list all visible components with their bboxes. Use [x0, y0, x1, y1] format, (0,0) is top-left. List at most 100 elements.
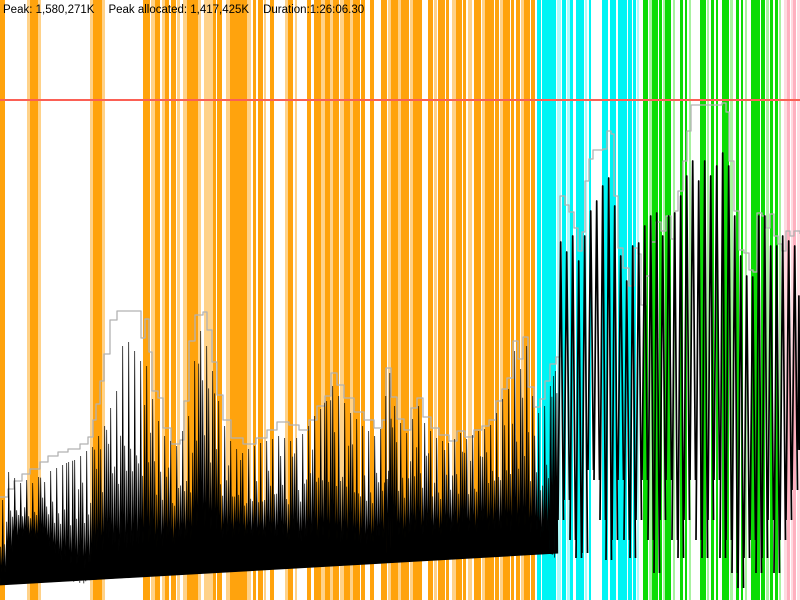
event-bar — [370, 0, 374, 600]
peak-total-label: Peak: 1,580,271K — [3, 4, 95, 16]
event-bar — [567, 0, 570, 600]
event-bar — [428, 0, 433, 600]
event-bar — [511, 0, 514, 600]
event-bar — [468, 0, 472, 600]
event-bar — [398, 0, 401, 600]
event-bar — [288, 0, 293, 600]
event-bar — [270, 0, 274, 600]
event-bar — [307, 0, 311, 600]
event-bar — [0, 0, 5, 600]
event-bar — [500, 0, 503, 600]
event-bar — [689, 0, 691, 600]
event-bar — [198, 0, 201, 600]
event-bar — [217, 0, 222, 600]
event-bar — [736, 0, 739, 600]
event-bar — [381, 0, 387, 600]
event-bar — [361, 0, 365, 600]
event-bar — [253, 0, 256, 600]
event-bar — [187, 0, 198, 600]
event-bar — [353, 0, 360, 600]
event-bar — [557, 0, 561, 600]
event-bar — [410, 0, 413, 600]
event-bar — [602, 0, 608, 600]
peak-allocated-label: Peak allocated: 1,417,425K — [108, 4, 250, 16]
event-bar — [628, 0, 632, 600]
event-bar — [452, 0, 456, 600]
event-bar — [521, 0, 524, 600]
allocated-envelope-line — [0, 102, 800, 498]
event-bar — [537, 0, 541, 600]
event-bar — [659, 0, 662, 600]
event-bar — [204, 0, 213, 600]
event-bar — [633, 0, 636, 600]
event-bar — [456, 0, 462, 600]
event-bar — [524, 0, 530, 600]
event-bar — [90, 0, 93, 600]
used-memory-strokes — [557, 152, 800, 589]
event-bar — [784, 0, 787, 600]
event-bar — [213, 0, 216, 600]
event-bar — [27, 0, 30, 600]
event-bar — [474, 0, 481, 600]
event-bar — [741, 0, 743, 600]
event-bar — [321, 0, 325, 600]
event-bar — [247, 0, 251, 600]
event-bar — [716, 0, 718, 600]
event-bar — [183, 0, 187, 600]
event-bar — [388, 0, 391, 600]
event-bar — [38, 0, 41, 600]
event-bar — [791, 0, 793, 600]
event-bar — [576, 0, 584, 600]
event-bar — [314, 0, 321, 600]
event-bar — [751, 0, 760, 600]
event-bar — [155, 0, 160, 600]
event-bar — [162, 0, 165, 600]
event-bar — [344, 0, 350, 600]
event-bar — [419, 0, 422, 600]
event-bar — [391, 0, 398, 600]
event-bar — [295, 0, 297, 600]
event-bar — [325, 0, 330, 600]
event-bar — [463, 0, 466, 600]
event-bar — [434, 0, 437, 600]
event-bar — [30, 0, 38, 600]
event-bar — [562, 0, 566, 600]
event-bar — [531, 0, 535, 600]
event-bar — [264, 0, 266, 600]
event-bar — [230, 0, 247, 600]
event-bar — [143, 0, 150, 600]
event-bar — [503, 0, 510, 600]
event-bar — [766, 0, 769, 600]
event-bar — [652, 0, 658, 600]
event-bar — [707, 0, 709, 600]
event-bar — [285, 0, 288, 600]
event-bar — [171, 0, 176, 600]
event-bar — [330, 0, 333, 600]
event-bar — [413, 0, 419, 600]
event-bar — [610, 0, 616, 600]
event-bar — [722, 0, 729, 600]
event-bar — [485, 0, 494, 600]
event-bar — [350, 0, 353, 600]
event-bar — [495, 0, 499, 600]
event-bar — [761, 0, 765, 600]
duration-label: Duration:1:26:06.30 — [263, 4, 365, 16]
event-bar — [730, 0, 733, 600]
used-memory-waveform — [0, 330, 559, 586]
event-bar — [93, 0, 102, 600]
event-bar — [151, 0, 155, 600]
event-bar — [446, 0, 449, 600]
event-bar — [618, 0, 627, 600]
event-bar — [516, 0, 520, 600]
event-bar — [438, 0, 445, 600]
event-bar — [340, 0, 344, 600]
event-bar — [482, 0, 485, 600]
event-bar — [226, 0, 230, 600]
event-bar — [102, 0, 105, 600]
event-bar — [333, 0, 339, 600]
event-bar — [779, 0, 781, 600]
event-bar — [165, 0, 169, 600]
